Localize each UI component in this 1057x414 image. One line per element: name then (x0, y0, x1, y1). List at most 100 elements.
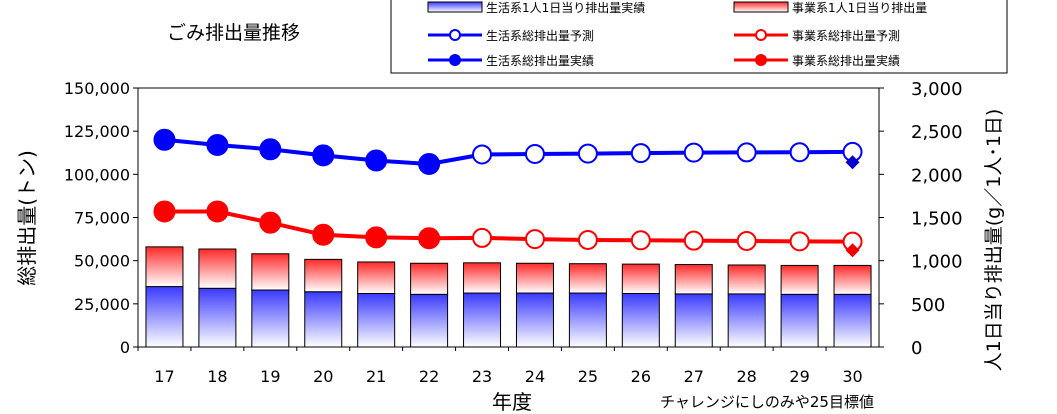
y2-axis-title: 人1日当り排出量(g／1人･1日) (983, 109, 1005, 372)
bar-layer (145, 246, 872, 348)
y-axis-title: 総排出量(トン) (15, 150, 39, 286)
x-tick-label: 26 (631, 367, 651, 386)
bar-business-per-capita (727, 264, 766, 295)
y2-tick-label: 2,500 (911, 122, 963, 143)
point-forecast (736, 230, 757, 251)
bar-household-per-capita (674, 293, 713, 348)
bar-household-per-capita (515, 292, 554, 348)
bar-household-per-capita (145, 286, 184, 348)
y-tick-label: 25,000 (74, 295, 130, 314)
bar-household-per-capita (568, 292, 607, 348)
legend-label: 生活系総排出量実績 (486, 53, 594, 68)
legend-marker (755, 29, 767, 41)
legend-swatch (427, 1, 483, 13)
bar-business-per-capita (198, 248, 237, 289)
legend-label: 生活系総排出量予測 (486, 29, 594, 43)
y2-tick-label: 2,000 (911, 165, 963, 186)
point-forecast (630, 230, 651, 251)
bar-household-per-capita (833, 293, 872, 348)
series-line (164, 209, 430, 241)
y2-tick-label: 3,000 (911, 79, 963, 100)
legend-label: 事業系総排出量予測 (792, 29, 900, 43)
legend-swatch (733, 1, 789, 13)
bar-business-per-capita (780, 264, 819, 295)
point-actual (418, 152, 441, 175)
point-forecast (789, 231, 810, 252)
x-tick-label: 27 (684, 367, 704, 386)
point-forecast (524, 143, 545, 164)
line-layer (153, 128, 863, 258)
annotation-target-label: チャレンジにしのみや25目標値 (660, 393, 874, 411)
point-forecast (630, 143, 651, 164)
y2-tick-label: 500 (911, 295, 945, 316)
x-tick-label: 19 (260, 367, 280, 386)
bar-business-per-capita (463, 262, 502, 294)
point-actual (365, 149, 388, 172)
y-tick-label: 100,000 (64, 165, 130, 184)
point-forecast (577, 143, 598, 164)
y2-tick-label: 1,500 (911, 209, 963, 230)
bar-household-per-capita (780, 293, 819, 348)
legend-label: 生活系1人1日当り排出量実績 (486, 0, 645, 15)
bar-business-per-capita (515, 262, 554, 294)
bar-household-per-capita (357, 292, 396, 348)
point-forecast (683, 230, 704, 251)
bar-household-per-capita (304, 291, 343, 348)
y2-tick-label: 0 (911, 338, 922, 359)
legend: 生活系1人1日当り排出量実績 事業系1人1日当り排出量 生活系総排出量予測 事業… (390, 0, 1008, 74)
bar-business-per-capita (251, 253, 290, 291)
y-tick-label: 50,000 (74, 252, 130, 271)
y-tick-label: 0 (120, 338, 130, 357)
point-actual (259, 211, 282, 234)
y-tick-label: 125,000 (64, 122, 130, 141)
point-actual (312, 223, 335, 246)
point-forecast (524, 229, 545, 250)
series-line (164, 137, 430, 166)
point-forecast (736, 142, 757, 163)
point-actual (153, 128, 176, 151)
legend-item: 事業系1人1日当り排出量 (733, 1, 927, 15)
legend-marker (755, 54, 767, 66)
legend-marker (449, 29, 461, 41)
y2-tick-label: 1,000 (911, 252, 963, 273)
bar-business-per-capita (304, 258, 343, 293)
bar-household-per-capita (251, 289, 290, 348)
bar-household-per-capita (463, 292, 502, 348)
y-tick-label: 150,000 (64, 79, 130, 98)
x-tick-label: 29 (789, 367, 809, 386)
point-actual (312, 144, 335, 167)
chart-title: ごみ排出量推移 (167, 22, 300, 44)
x-tick-label: 18 (207, 367, 227, 386)
legend-item: 生活系総排出量実績 (428, 53, 594, 68)
x-tick-label: 24 (525, 367, 545, 386)
bar-household-per-capita (727, 293, 766, 348)
bar-business-per-capita (357, 261, 396, 294)
point-actual (206, 133, 229, 156)
legend-item: 生活系総排出量予測 (428, 29, 594, 43)
x-tick-label: 30 (842, 367, 862, 386)
bar-household-per-capita (621, 292, 660, 348)
legend-label: 事業系1人1日当り排出量 (792, 1, 927, 15)
legend-label: 事業系総排出量実績 (792, 53, 900, 68)
legend-frame (390, 0, 1008, 74)
target-marker (845, 155, 860, 170)
bar-business-per-capita (145, 246, 184, 288)
x-tick-label: 25 (578, 367, 598, 386)
point-actual (259, 138, 282, 161)
axis-layer: 150,000 125,000 100,000 75,000 50,000 25,000 0… (64, 79, 963, 386)
x-tick-label: 17 (154, 367, 174, 386)
point-forecast (472, 227, 493, 248)
x-tick-label: 21 (366, 367, 386, 386)
x-tick-label: 22 (419, 367, 439, 386)
point-forecast (577, 229, 598, 250)
x-tick-label: 20 (313, 367, 333, 386)
y-tick-label: 75,000 (74, 209, 130, 228)
point-forecast (472, 144, 493, 165)
x-tick-label: 23 (472, 367, 492, 386)
bar-business-per-capita (674, 264, 713, 295)
bar-business-per-capita (621, 263, 660, 294)
bar-business-per-capita (833, 264, 872, 295)
point-actual (365, 226, 388, 249)
bar-household-per-capita (410, 293, 449, 348)
